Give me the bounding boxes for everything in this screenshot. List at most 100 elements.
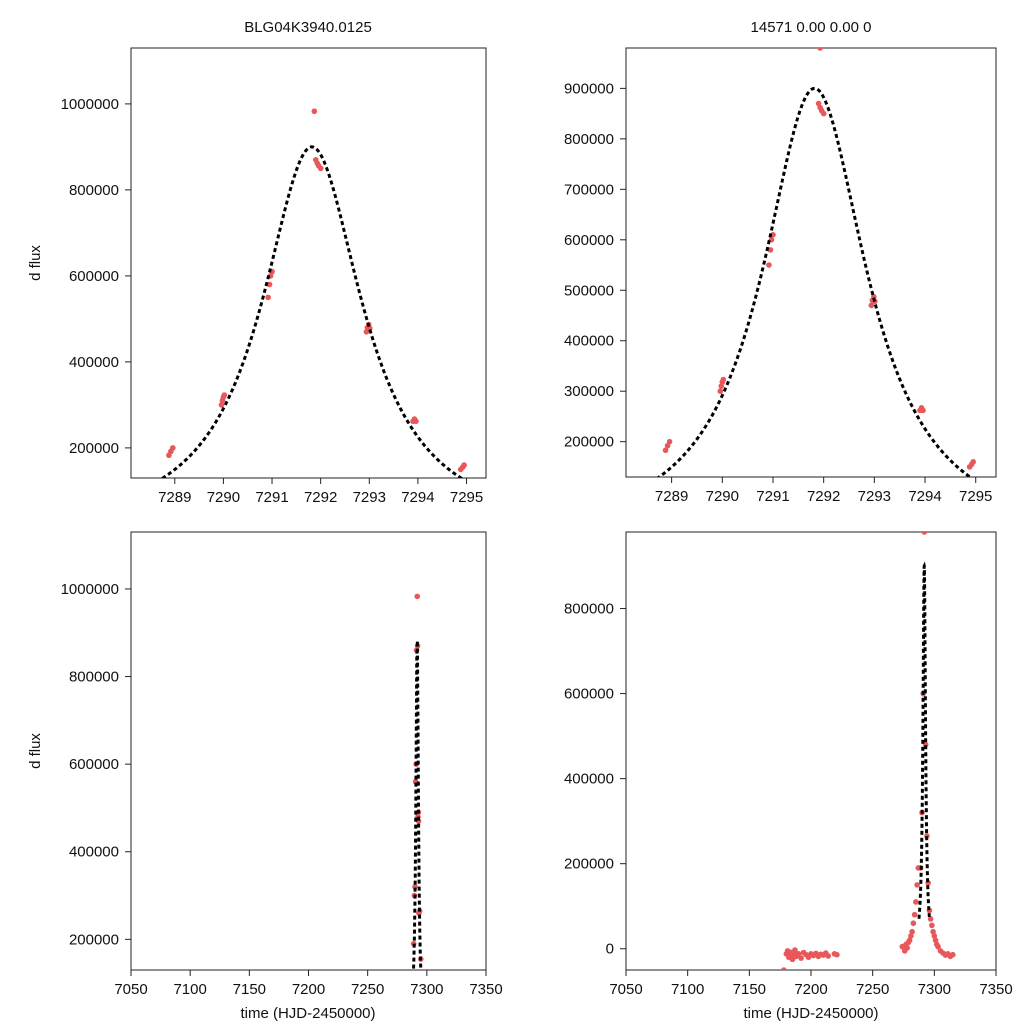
y-tick-label: 200000 <box>69 440 119 457</box>
x-tick-label: 7294 <box>401 489 434 506</box>
data-point <box>920 407 926 414</box>
plot-area <box>410 593 424 970</box>
plot-area <box>159 108 467 478</box>
data-point <box>931 933 938 939</box>
x-axis-label: time (HJD-2450000) <box>240 1005 375 1022</box>
panel-top-left: BLG04K3940.0125 d flux 7289 7290 7291 7292 7… <box>27 19 487 506</box>
y-tick-label: 500000 <box>564 282 614 299</box>
x-tick-label: 7150 <box>733 981 766 998</box>
data-point <box>413 418 419 425</box>
panel-top-right: 14571 0.00 0.00 0 7289 7290 7291 7292 7293 72… <box>564 19 997 505</box>
data-point <box>913 899 919 905</box>
panel-title: BLG04K3940.0125 <box>244 19 372 36</box>
model-curve <box>411 640 423 970</box>
x-tick-label: 7290 <box>706 488 739 505</box>
x-tick-label: 7050 <box>114 981 147 998</box>
x-tick-label: 7050 <box>609 981 642 998</box>
data-point <box>935 943 941 950</box>
x-tick-label: 7150 <box>233 981 266 998</box>
data-point <box>461 462 467 468</box>
data-point <box>825 953 832 959</box>
data-point <box>927 916 934 922</box>
data-point <box>929 922 935 929</box>
data-point <box>921 532 928 535</box>
y-tick-label: 400000 <box>69 354 119 371</box>
data-point <box>720 376 727 383</box>
y-tick-label: 600000 <box>69 268 119 285</box>
y-tick-label: 800000 <box>564 601 614 618</box>
y-tick-label: 700000 <box>564 181 614 198</box>
data-point <box>950 951 956 958</box>
plot-frame <box>130 47 487 479</box>
data-point <box>914 882 920 888</box>
x-axis-label: time (HJD-2450000) <box>743 1005 878 1022</box>
data-point <box>218 402 225 408</box>
x-tick-label: 7250 <box>856 981 889 998</box>
y-tick-label: 800000 <box>69 669 119 686</box>
plot-area <box>656 48 976 477</box>
data-point <box>792 947 798 953</box>
plot-frame <box>130 531 487 971</box>
data-point <box>221 392 228 398</box>
y-tick-label: 1000000 <box>61 96 119 113</box>
y-tick-label: 0 <box>606 941 614 958</box>
data-point <box>834 951 840 958</box>
plot-frame <box>625 531 997 971</box>
model-curve <box>917 561 931 919</box>
data-point <box>820 110 827 117</box>
x-tick-label: 7289 <box>655 488 688 505</box>
x-tick-label: 7100 <box>173 981 206 998</box>
y-tick-label: 800000 <box>69 182 119 199</box>
data-point <box>904 945 910 951</box>
y-tick-label: 900000 <box>564 80 614 97</box>
x-tick-label: 7295 <box>450 489 483 506</box>
x-tick-label: 7200 <box>292 981 325 998</box>
x-tick-label: 7300 <box>918 981 951 998</box>
x-tick-label: 7294 <box>908 488 941 505</box>
data-point <box>363 329 370 335</box>
y-tick-label: 200000 <box>564 434 614 451</box>
x-tick-label: 7300 <box>410 981 443 998</box>
data-point <box>767 247 774 253</box>
y-tick-label: 400000 <box>564 333 614 350</box>
y-tick-label: 200000 <box>69 931 119 948</box>
x-tick-label: 7291 <box>756 488 789 505</box>
data-point <box>311 108 318 115</box>
x-tick-label: 7350 <box>469 981 502 998</box>
x-tick-label: 7200 <box>794 981 827 998</box>
data-point <box>798 955 804 961</box>
model-curve <box>159 145 464 478</box>
x-tick-label: 7291 <box>255 489 288 506</box>
data-point <box>868 302 875 309</box>
data-point <box>666 438 673 445</box>
panel-bottom-left: d flux time (HJD-2450000) 7050 7100 7150 72… <box>27 531 503 1022</box>
data-point <box>265 294 271 301</box>
data-point <box>317 165 324 172</box>
y-tick-label: 1000000 <box>61 581 119 598</box>
data-point <box>908 933 914 939</box>
x-tick-label: 7292 <box>304 489 337 506</box>
x-tick-label: 7293 <box>858 488 891 505</box>
y-tick-label: 400000 <box>564 771 614 788</box>
plot-frame <box>625 47 997 478</box>
x-tick-label: 7100 <box>671 981 704 998</box>
y-tick-label: 600000 <box>69 756 119 773</box>
x-tick-label: 7293 <box>353 489 386 506</box>
y-tick-label: 400000 <box>69 844 119 861</box>
data-point <box>717 388 724 395</box>
data-point <box>795 951 802 957</box>
data-point <box>930 928 936 935</box>
data-point <box>909 928 915 935</box>
data-point <box>910 920 917 927</box>
panel-bottom-right: time (HJD-2450000) 7050 7100 7150 7200 7250 7… <box>564 531 1013 1022</box>
plot-area <box>781 532 956 970</box>
x-tick-label: 7290 <box>207 489 240 506</box>
x-tick-label: 7350 <box>979 981 1012 998</box>
data-point <box>817 48 823 51</box>
data-point <box>414 593 421 600</box>
x-tick-label: 7292 <box>807 488 840 505</box>
y-axis-label: d flux <box>27 733 44 769</box>
y-axis-label: d flux <box>27 245 44 281</box>
y-tick-label: 200000 <box>564 856 614 873</box>
